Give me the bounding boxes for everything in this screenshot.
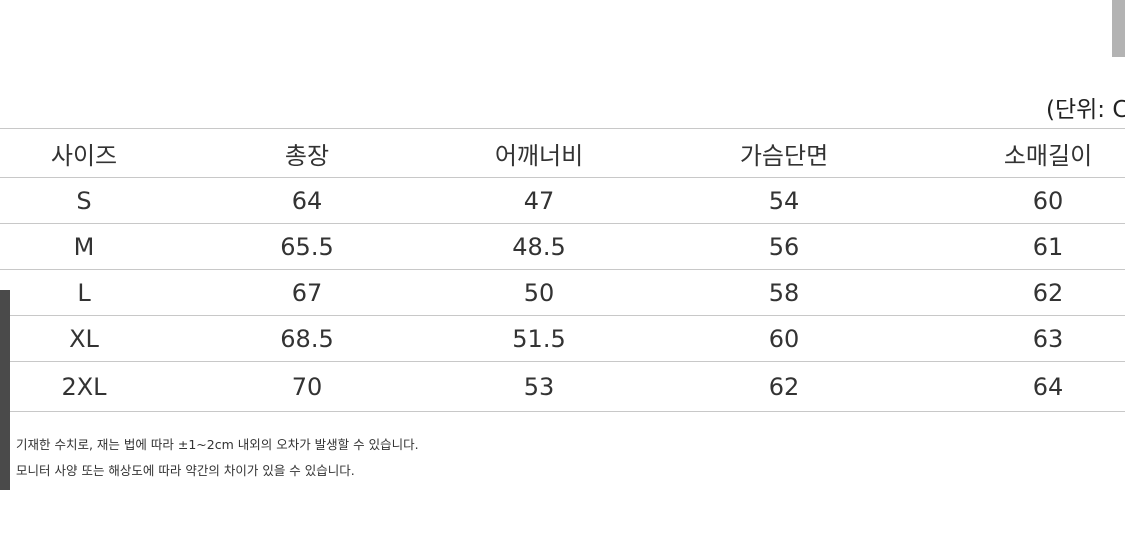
- table-cell: 56: [632, 223, 936, 270]
- table-cell: 60: [632, 315, 936, 362]
- footnotes: 기재한 수치로, 재는 법에 따라 ±1~2cm 내외의 오차가 발생할 수 있…: [16, 432, 419, 484]
- table-cell: 70: [168, 361, 446, 412]
- table-row: XL 68.5 51.5 60 63: [0, 315, 1125, 362]
- table-cell: 2XL: [0, 361, 168, 412]
- column-header: 가슴단면: [632, 128, 936, 178]
- side-panel-edge: [0, 290, 10, 490]
- table-cell: 64: [936, 361, 1125, 412]
- column-header: 소매길이: [936, 128, 1125, 178]
- table-cell: 68.5: [168, 315, 446, 362]
- table-cell: 65.5: [168, 223, 446, 270]
- column-header: 총장: [168, 128, 446, 178]
- unit-label: (단위: C: [1046, 97, 1125, 123]
- table-cell: 54: [632, 177, 936, 224]
- footnote: 기재한 수치로, 재는 법에 따라 ±1~2cm 내외의 오차가 발생할 수 있…: [16, 437, 419, 452]
- table-cell: 50: [446, 269, 632, 316]
- table-cell: 60: [936, 177, 1125, 224]
- table-row: S 64 47 54 60: [0, 177, 1125, 224]
- table-cell: 47: [446, 177, 632, 224]
- column-header: 사이즈: [0, 128, 168, 178]
- table-cell: 58: [632, 269, 936, 316]
- table-cell: 67: [168, 269, 446, 316]
- table-cell: S: [0, 177, 168, 224]
- size-table: 사이즈 총장 어깨너비 가슴단면 소매길이 S 64 47 54 60 M 65.5 48.5 56 61…: [0, 128, 1125, 412]
- table-header-row: 사이즈 총장 어깨너비 가슴단면 소매길이: [0, 128, 1125, 178]
- table-cell: 63: [936, 315, 1125, 362]
- table-cell: 61: [936, 223, 1125, 270]
- table-row: 2XL 70 53 62 64: [0, 361, 1125, 412]
- table-cell: 51.5: [446, 315, 632, 362]
- column-header: 어깨너비: [446, 128, 632, 178]
- scrollbar[interactable]: [1112, 0, 1125, 57]
- table-cell: 62: [936, 269, 1125, 316]
- table-row: M 65.5 48.5 56 61: [0, 223, 1125, 270]
- table-cell: 62: [632, 361, 936, 412]
- table-cell: L: [0, 269, 168, 316]
- footnote: 모니터 사양 또는 해상도에 따라 약간의 차이가 있을 수 있습니다.: [16, 463, 355, 478]
- table-row: L 67 50 58 62: [0, 269, 1125, 316]
- table-cell: 48.5: [446, 223, 632, 270]
- table-cell: XL: [0, 315, 168, 362]
- table-cell: 64: [168, 177, 446, 224]
- table-cell: M: [0, 223, 168, 270]
- table-cell: 53: [446, 361, 632, 412]
